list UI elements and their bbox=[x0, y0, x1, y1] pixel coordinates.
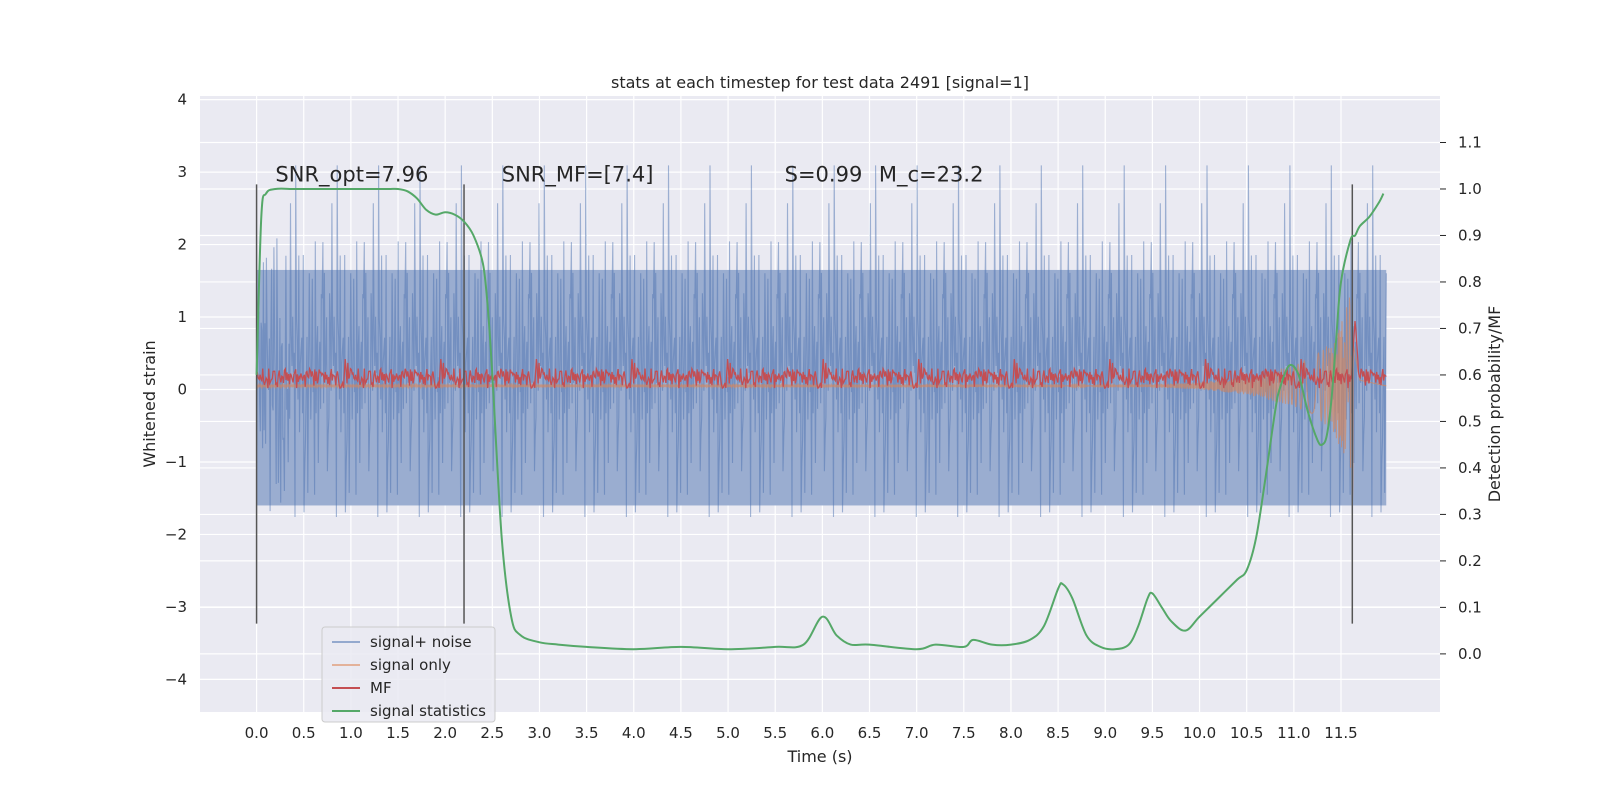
x-tick-label: 11.5 bbox=[1324, 724, 1357, 742]
x-tick-label: 6.5 bbox=[858, 724, 882, 742]
y-tick-label: 2 bbox=[177, 236, 187, 254]
x-tick-label: 1.0 bbox=[339, 724, 363, 742]
vertical-markers bbox=[255, 184, 1354, 624]
series-mf bbox=[256, 320, 1387, 390]
series-signal-statistics bbox=[255, 187, 1385, 651]
y2-tick-label: 0.2 bbox=[1458, 552, 1482, 570]
y2-tick-label: 0.3 bbox=[1458, 505, 1482, 523]
annotation-s-val: S=0.99 bbox=[785, 163, 863, 187]
x-tick-label: 7.0 bbox=[905, 724, 929, 742]
x-tick-label: 9.5 bbox=[1140, 724, 1164, 742]
x-tick-label: 1.5 bbox=[386, 724, 410, 742]
annotation-mc-val: M_c=23.2 bbox=[879, 163, 984, 188]
y2-tick-label: 0.6 bbox=[1458, 366, 1482, 384]
x-tick-label: 8.5 bbox=[1046, 724, 1070, 742]
y2-axis-ticks: 0.0 0.1 0.2 0.3 0.4 0.5 0.6 0.7 0.8 0.9 1.0 1.1 bbox=[1440, 133, 1482, 663]
x-tick-label: 11.0 bbox=[1277, 724, 1310, 742]
plot-area bbox=[255, 165, 1387, 651]
legend-label: MF bbox=[370, 679, 392, 697]
legend-label: signal only bbox=[370, 656, 451, 674]
y-tick-label: 4 bbox=[177, 91, 187, 109]
signal-plus-noise-line bbox=[256, 165, 1387, 518]
y-tick-label: −4 bbox=[165, 670, 187, 688]
y2-tick-label: 0.1 bbox=[1458, 598, 1482, 616]
legend: signal+ noise signal only MF signal statist… bbox=[321, 626, 496, 723]
y2-tick-label: 1.1 bbox=[1458, 133, 1482, 151]
x-tick-label: 4.5 bbox=[669, 724, 693, 742]
x-tick-label: 10.0 bbox=[1183, 724, 1216, 742]
y-axis-label: Whitened strain bbox=[140, 340, 159, 467]
annotation-snr-opt: SNR_opt=7.96 bbox=[275, 163, 428, 188]
y-tick-label: 1 bbox=[177, 308, 187, 326]
y2-tick-label: 0.9 bbox=[1458, 226, 1482, 244]
y-axis-ticks: −4 −3 −2 −1 0 1 2 3 4 bbox=[165, 91, 187, 689]
chart-title: stats at each timestep for test data 249… bbox=[611, 73, 1029, 92]
x-tick-label: 0.0 bbox=[245, 724, 269, 742]
legend-label: signal+ noise bbox=[370, 633, 472, 651]
y2-axis-label: Detection probability/MF bbox=[1485, 306, 1504, 503]
x-tick-label: 0.5 bbox=[292, 724, 316, 742]
signal-statistics-line bbox=[255, 187, 1385, 651]
x-axis-label: Time (s) bbox=[786, 747, 852, 766]
y2-tick-label: 0.0 bbox=[1458, 645, 1482, 663]
x-tick-label: 4.0 bbox=[622, 724, 646, 742]
legend-box bbox=[321, 626, 496, 723]
y2-tick-label: 0.4 bbox=[1458, 459, 1482, 477]
annotations: SNR_opt=7.96 SNR_MF=[7.4] S=0.99 M_c=23.2 bbox=[275, 163, 983, 188]
y2-tick-label: 0.5 bbox=[1458, 412, 1482, 430]
x-tick-label: 6.0 bbox=[810, 724, 834, 742]
legend-label: signal statistics bbox=[370, 702, 486, 720]
y-tick-label: −1 bbox=[165, 453, 187, 471]
x-tick-label: 5.5 bbox=[763, 724, 787, 742]
y2-tick-label: 0.8 bbox=[1458, 273, 1482, 291]
x-tick-label: 8.0 bbox=[999, 724, 1023, 742]
x-tick-label: 2.0 bbox=[433, 724, 457, 742]
x-tick-label: 5.0 bbox=[716, 724, 740, 742]
y-tick-label: −2 bbox=[165, 525, 187, 543]
x-tick-label: 10.5 bbox=[1230, 724, 1263, 742]
mf-line bbox=[256, 320, 1387, 390]
y2-tick-label: 1.0 bbox=[1458, 180, 1482, 198]
x-tick-label: 7.5 bbox=[952, 724, 976, 742]
y-tick-label: 0 bbox=[177, 381, 187, 399]
annotation-snr-mf: SNR_MF=[7.4] bbox=[502, 163, 654, 188]
x-tick-label: 3.0 bbox=[528, 724, 552, 742]
y2-tick-label: 0.7 bbox=[1458, 319, 1482, 337]
y-tick-label: 3 bbox=[177, 163, 187, 181]
x-tick-label: 3.5 bbox=[575, 724, 599, 742]
x-axis-ticks: 0.0 0.5 1.0 1.5 2.0 2.5 3.0 3.5 4.0 4.5 5.0 5.5 6.0 6… bbox=[245, 724, 1358, 742]
y-tick-label: −3 bbox=[165, 598, 187, 616]
x-tick-label: 9.0 bbox=[1093, 724, 1117, 742]
x-tick-label: 2.5 bbox=[480, 724, 504, 742]
